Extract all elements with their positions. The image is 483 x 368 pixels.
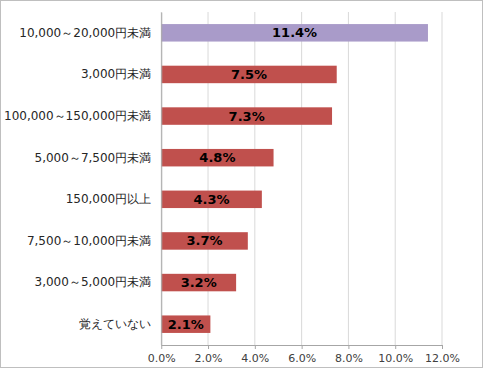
tick: 3,000～5,000円未満	[35, 275, 162, 289]
tick-mark	[161, 345, 162, 349]
data-label: 4.3%	[194, 192, 230, 207]
tick-mark	[208, 345, 209, 349]
tick-label: 150,000円以上	[66, 192, 152, 206]
bar	[161, 149, 273, 166]
grid	[161, 12, 442, 345]
tick-label: 覚えていない	[79, 317, 151, 331]
tick-label: 10,000～20,000円未満	[19, 26, 151, 40]
grid-line	[161, 12, 162, 345]
tick: 覚えていない	[79, 317, 161, 331]
tick-label: 2.0%	[195, 352, 223, 365]
tick-label: 3,000～5,000円未満	[35, 275, 152, 289]
tick-mark	[442, 345, 443, 349]
tick-mark	[302, 345, 303, 349]
tick-label: 10.0%	[378, 352, 413, 365]
grid-line	[442, 12, 443, 345]
bar	[161, 107, 332, 124]
tick: 8.0%	[335, 345, 363, 365]
data-labels: 11.4% 7.5% 7.3% 4.8% 4.3% 3.7% 3.2% 2.1%	[168, 25, 317, 331]
grid-line	[301, 12, 302, 345]
tick: 10,000～20,000円未満	[19, 26, 161, 40]
grid-line	[254, 12, 255, 345]
data-label: 3.2%	[181, 275, 217, 290]
data-label: 3.7%	[187, 233, 223, 248]
data-label: 4.8%	[199, 150, 235, 165]
tick-label: 5,000～7,500円未満	[35, 151, 152, 165]
tick-label: 3,000円未満	[81, 67, 151, 81]
tick: 12.0%	[425, 345, 460, 365]
tick: 150,000円以上	[66, 192, 162, 206]
tick-label: 6.0%	[288, 352, 316, 365]
tick: 0.0%	[148, 345, 176, 365]
tick: 4.0%	[241, 345, 269, 365]
tick-mark	[255, 345, 256, 349]
tick: 100,000～150,000円未満	[4, 109, 161, 123]
bar	[161, 274, 236, 291]
frame	[1, 1, 483, 368]
chart: 0.0% 2.0% 4.0% 6.0% 8.0% 10.0% 12.0% 10,000～20,…	[0, 0, 483, 368]
tick: 7,500～10,000円未満	[27, 234, 161, 248]
tick-label: 7,500～10,000円未満	[27, 234, 151, 248]
tick-label: 0.0%	[148, 352, 176, 365]
data-label: 7.3%	[229, 109, 265, 124]
tick-mark	[395, 345, 396, 349]
data-label: 2.1%	[168, 317, 204, 332]
tick-label: 12.0%	[425, 352, 460, 365]
grid-line	[395, 12, 396, 345]
bar	[161, 24, 428, 41]
bar	[161, 232, 248, 249]
bars	[161, 24, 428, 333]
x-axis: 0.0% 2.0% 4.0% 6.0% 8.0% 10.0% 12.0%	[148, 345, 460, 365]
tick: 5,000～7,500円未満	[35, 151, 162, 165]
tick-label: 8.0%	[335, 352, 363, 365]
data-label: 7.5%	[231, 67, 267, 82]
tick: 3,000円未満	[81, 67, 161, 81]
grid-line	[208, 12, 209, 345]
y-axis: 10,000～20,000円未満 3,000円未満 100,000～150,000円…	[4, 13, 162, 346]
tick-label: 100,000～150,000円未満	[4, 109, 151, 123]
tick-mark	[348, 345, 349, 349]
axis-line	[161, 13, 162, 346]
tick: 10.0%	[378, 345, 413, 365]
grid-line	[348, 12, 349, 345]
tick: 2.0%	[195, 345, 223, 365]
data-label: 11.4%	[272, 25, 317, 40]
tick-label: 4.0%	[241, 352, 269, 365]
bar	[161, 191, 262, 208]
bar	[161, 315, 210, 332]
tick: 6.0%	[288, 345, 316, 365]
bar	[161, 66, 336, 83]
